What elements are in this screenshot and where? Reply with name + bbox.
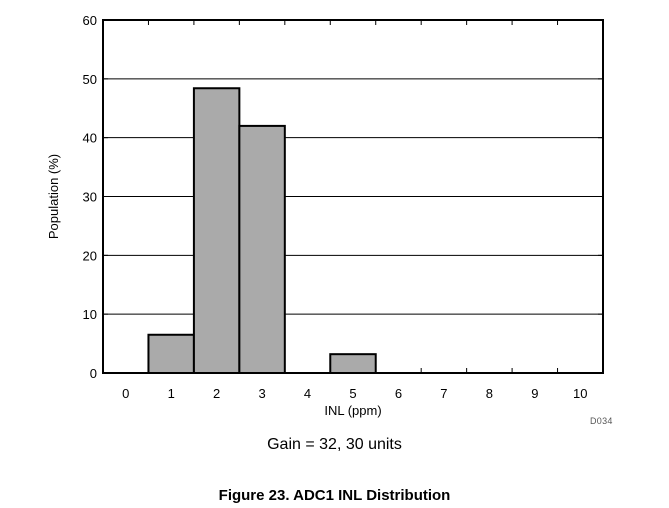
x-tick-label: 8 (486, 386, 493, 401)
bar-5 (329, 353, 377, 375)
figure-caption: Figure 23. ADC1 INL Distribution (218, 487, 451, 504)
chart-subtitle: Gain = 32, 30 units (267, 436, 402, 453)
x-tick-label: 9 (531, 386, 538, 401)
x-tick-labels: 0 1 2 3 4 5 6 7 8 9 10 (122, 386, 587, 401)
x-tick-label: 6 (395, 386, 402, 401)
bar-2 (192, 87, 241, 374)
y-tick-label: 60 (83, 13, 97, 28)
bar-1 (147, 333, 195, 374)
bars (147, 87, 377, 375)
y-tick-label: 30 (83, 190, 97, 205)
gridlines (103, 78, 603, 315)
y-tick-label: 10 (83, 307, 97, 322)
x-tick-label: 1 (168, 386, 175, 401)
x-tick-label: 4 (304, 386, 311, 401)
y-tick-label: 40 (83, 131, 97, 146)
x-tick-label: 5 (349, 386, 356, 401)
y-tick-labels: 0 10 20 30 40 50 60 (83, 13, 97, 381)
y-tick-label: 20 (83, 248, 97, 263)
inl-distribution-chart: 0 10 20 30 40 50 60 0 1 2 3 4 5 6 7 8 9 10 INL (ppm) Pop… (46, 13, 604, 418)
y-tick-label: 0 (90, 366, 97, 381)
x-tick-label: 3 (258, 386, 265, 401)
x-axis-title: INL (ppm) (324, 403, 381, 418)
bar-3 (238, 124, 286, 375)
figure-id: D034 (590, 416, 613, 426)
x-tick-label: 10 (573, 386, 587, 401)
x-tick-label: 7 (440, 386, 447, 401)
x-tick-label: 2 (213, 386, 220, 401)
y-axis-title: Population (%) (46, 154, 61, 239)
x-tick-label: 0 (122, 386, 129, 401)
y-tick-label: 50 (83, 72, 97, 87)
plot-frame (102, 19, 604, 374)
